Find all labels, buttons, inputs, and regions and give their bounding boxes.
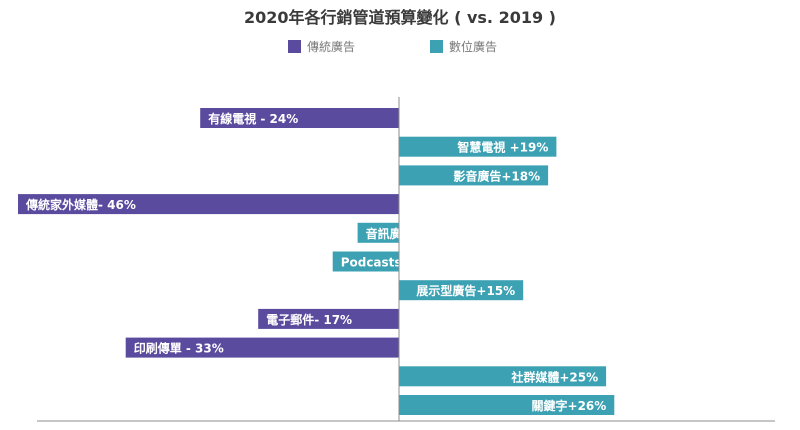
bar-label: 電子郵件- 17% [266, 312, 352, 327]
bar-label: 印刷傳單 - 33% [134, 341, 224, 356]
bar [399, 280, 524, 301]
bar [399, 165, 549, 186]
legend-label-digital: 數位廣告 [449, 39, 497, 54]
bar [332, 251, 399, 272]
bar-label: 傳統家外媒體- 46% [25, 197, 136, 212]
legend-swatch-digital [430, 40, 443, 53]
bar-label: 智慧電視 +19% [456, 140, 548, 155]
bars-group: 有線電視 - 24% 智慧電視 +19% 影音廣告+18% 傳統家外媒體- 46% 音訊… [18, 108, 615, 415]
bar [399, 136, 557, 157]
bar-label: 有線電視 - 24% [208, 111, 298, 126]
bar-label: 展示型廣告+15% [416, 283, 515, 298]
bar [125, 337, 399, 358]
legend-swatch-traditional [288, 40, 301, 53]
bar [258, 308, 399, 329]
bar-label: 社群媒體+25% [510, 369, 598, 384]
bar [18, 194, 399, 215]
bar [357, 222, 399, 243]
legend: 傳統廣告 數位廣告 [288, 39, 497, 54]
chart-title: 2020年各行銷管道預算變化 ( vs. 2019 ) [244, 8, 556, 27]
bar [399, 395, 615, 415]
bar-label: Podcasts -8% [341, 256, 431, 270]
bar [200, 108, 399, 128]
bar-label: 音訊廣告 -5% [366, 226, 444, 241]
bar-label: 影音廣告+18% [453, 168, 540, 183]
bar [399, 366, 607, 387]
legend-label-traditional: 傳統廣告 [307, 40, 355, 54]
bar-label: 關鍵字+26% [532, 398, 607, 413]
